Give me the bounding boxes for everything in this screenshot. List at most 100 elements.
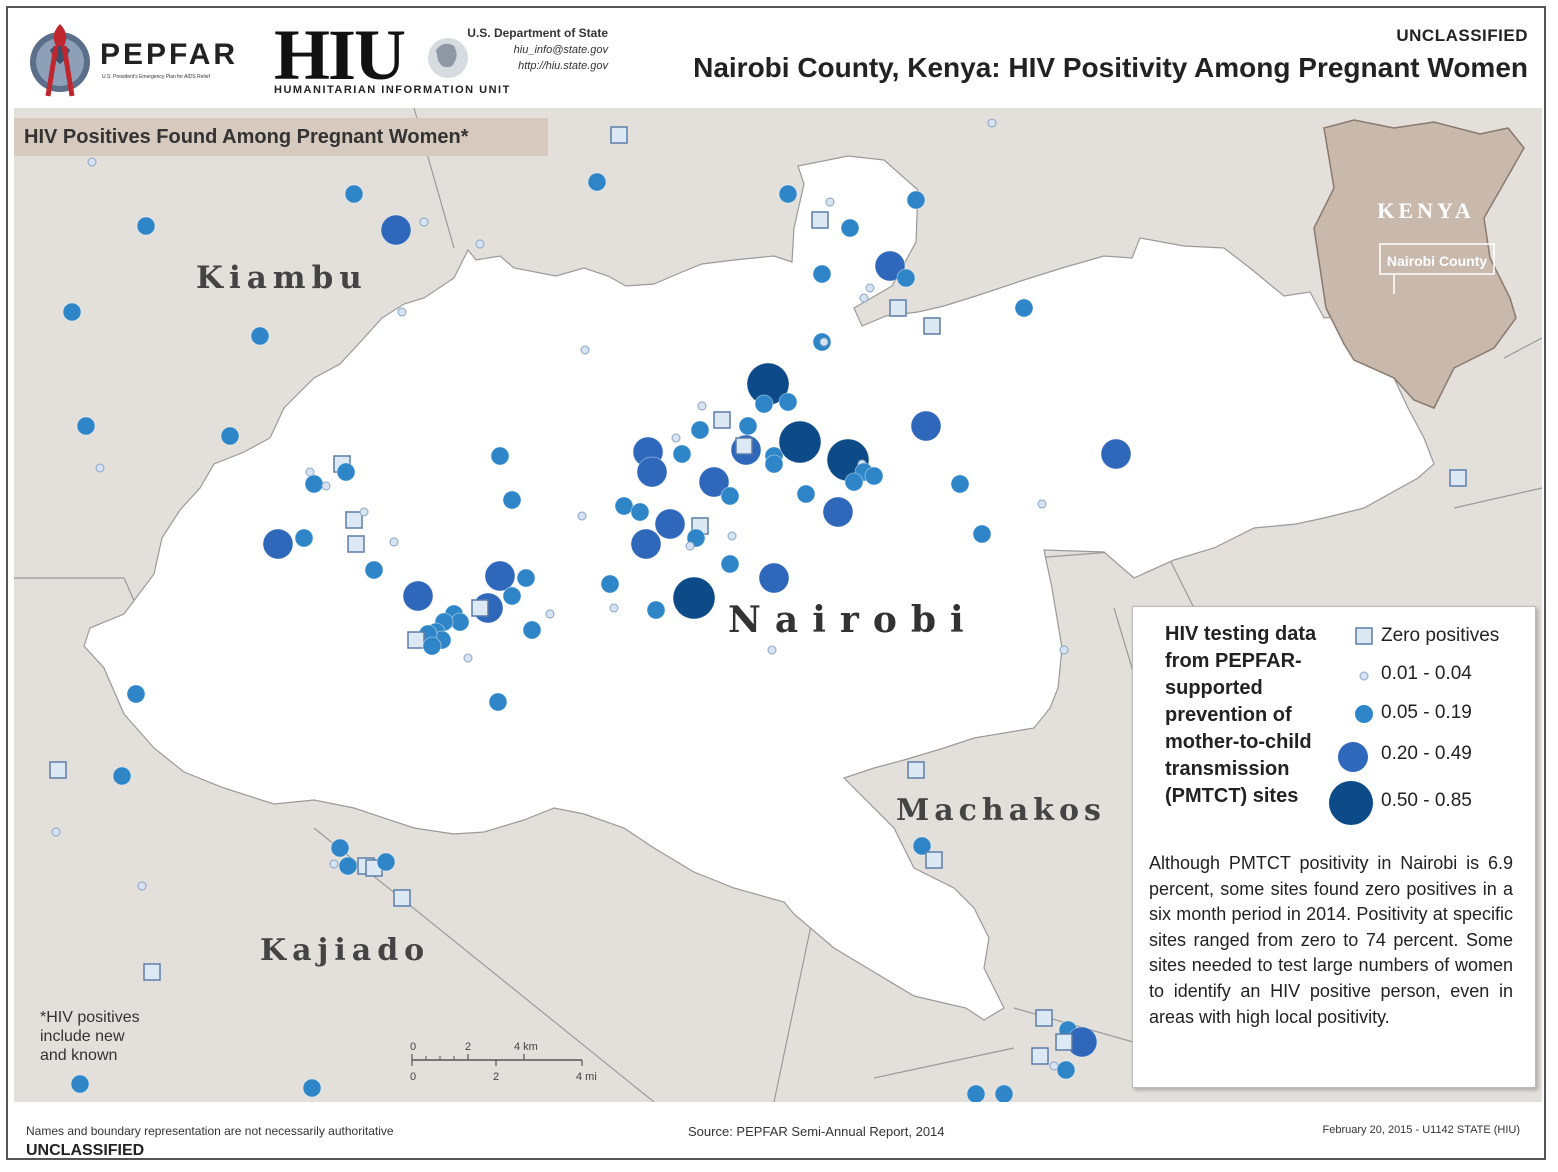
mid-positivity-site bbox=[302, 1078, 322, 1098]
mid-positivity-site bbox=[844, 472, 864, 492]
footer-classification: UNCLASSIFIED bbox=[26, 1142, 145, 1159]
scale-mi-0: 0 bbox=[410, 1071, 416, 1083]
pepfar-name: PEPFAR bbox=[100, 38, 239, 71]
mid-positivity-site bbox=[502, 490, 522, 510]
low-positivity-site bbox=[137, 881, 147, 891]
inset-country-label: KENYA bbox=[1377, 198, 1474, 223]
mid-positivity-site bbox=[966, 1084, 986, 1102]
inset-county-label: Nairobi County bbox=[1387, 253, 1488, 269]
mid-positivity-site bbox=[720, 554, 740, 574]
low-positivity-site bbox=[419, 217, 429, 227]
legend-title-line-1: HIV testing data bbox=[1165, 623, 1317, 645]
map-frame: PEPFAR U.S. President's Emergency Plan f… bbox=[6, 6, 1546, 1160]
globe-icon bbox=[428, 38, 468, 78]
footer-disclaimer: Names and boundary representation are no… bbox=[26, 1124, 394, 1138]
mid-positivity-site bbox=[522, 620, 542, 640]
low-positivity-site bbox=[51, 827, 61, 837]
mid-positivity-site bbox=[614, 496, 634, 516]
kiambu-label: Kiambu bbox=[196, 260, 368, 296]
mid-positivity-site bbox=[738, 416, 758, 436]
mid-positivity-site bbox=[76, 416, 96, 436]
dos-email[interactable]: hiu_info@state.gov bbox=[513, 44, 608, 56]
legend-top-icon bbox=[1329, 781, 1373, 825]
footer-source: Source: PEPFAR Semi-Annual Report, 2014 bbox=[688, 1124, 945, 1139]
high-positivity-site bbox=[758, 562, 790, 594]
hiu-subtitle: HUMANITARIAN INFORMATION UNIT bbox=[274, 84, 511, 96]
low-positivity-site bbox=[545, 609, 555, 619]
pmtct-sites bbox=[49, 118, 1467, 1102]
high-positivity-site bbox=[636, 456, 668, 488]
mid-positivity-site bbox=[720, 486, 740, 506]
legend-title-line-5: mother-to-child bbox=[1165, 731, 1312, 753]
nairobi-label: Nairobi bbox=[728, 599, 978, 641]
high-positivity-site bbox=[910, 410, 942, 442]
mid-positivity-site bbox=[812, 264, 832, 284]
mid-positivity-site bbox=[972, 524, 992, 544]
legend-mid-label: 0.05 - 0.19 bbox=[1381, 702, 1472, 723]
high-positivity-site bbox=[1100, 438, 1132, 470]
mid-positivity-site bbox=[62, 302, 82, 322]
legend-low-icon bbox=[1359, 671, 1369, 681]
zero-positive-site bbox=[907, 761, 925, 779]
zero-positive-site bbox=[471, 599, 489, 617]
high-positivity-site bbox=[262, 528, 294, 560]
legend-title-line-3: supported bbox=[1165, 677, 1263, 699]
mid-positivity-site bbox=[330, 838, 350, 858]
zero-positive-site bbox=[1055, 1033, 1073, 1051]
mid-positivity-site bbox=[864, 466, 884, 486]
top-positivity-site bbox=[672, 576, 716, 620]
mid-positivity-site bbox=[336, 462, 356, 482]
high-positivity-site bbox=[630, 528, 662, 560]
mid-positivity-site bbox=[950, 474, 970, 494]
zero-positive-site bbox=[811, 211, 829, 229]
dos-url[interactable]: http://hiu.state.gov bbox=[518, 60, 608, 72]
mid-positivity-site bbox=[994, 1084, 1014, 1102]
scale-mi-4: 4 mi bbox=[576, 1071, 597, 1083]
high-positivity-site bbox=[654, 508, 686, 540]
high-positivity-site bbox=[380, 214, 412, 246]
mid-positivity-site bbox=[70, 1074, 90, 1094]
zero-positive-site bbox=[610, 126, 628, 144]
mid-positivity-site bbox=[450, 612, 470, 632]
mid-positivity-site bbox=[796, 484, 816, 504]
mid-positivity-site bbox=[304, 474, 324, 494]
low-positivity-site bbox=[767, 645, 777, 655]
zero-positive-site bbox=[393, 889, 411, 907]
low-positivity-site bbox=[95, 463, 105, 473]
low-positivity-site bbox=[87, 157, 97, 167]
mid-positivity-site bbox=[338, 856, 358, 876]
mid-positivity-site bbox=[136, 216, 156, 236]
mid-positivity-site bbox=[630, 502, 650, 522]
top-positivity-site bbox=[778, 420, 822, 464]
kajiado-label: Kajiado bbox=[260, 933, 430, 968]
mid-positivity-site bbox=[344, 184, 364, 204]
mid-positivity-site bbox=[778, 392, 798, 412]
mid-positivity-site bbox=[364, 560, 384, 580]
mid-positivity-site bbox=[600, 574, 620, 594]
legend-title-line-7: (PMTCT) sites bbox=[1165, 785, 1299, 807]
scale-km-4: 4 km bbox=[514, 1041, 538, 1053]
mid-positivity-site bbox=[220, 426, 240, 446]
mid-positivity-site bbox=[422, 636, 442, 656]
zero-positive-site bbox=[143, 963, 161, 981]
mid-positivity-site bbox=[502, 586, 522, 606]
zero-positive-site bbox=[49, 761, 67, 779]
low-positivity-site bbox=[321, 481, 331, 491]
mid-positivity-site bbox=[912, 836, 932, 856]
high-positivity-site bbox=[874, 250, 906, 282]
low-positivity-site bbox=[359, 507, 369, 517]
zero-positive-site bbox=[925, 851, 943, 869]
low-positivity-site bbox=[859, 293, 869, 303]
footnote: *HIV positives include new and known bbox=[40, 1009, 144, 1064]
legend-title-line-2: from PEPFAR- bbox=[1165, 650, 1302, 672]
mid-positivity-site bbox=[778, 184, 798, 204]
mid-positivity-site bbox=[690, 420, 710, 440]
map-title: Nairobi County, Kenya: HIV Positivity Am… bbox=[693, 52, 1528, 83]
low-positivity-site bbox=[865, 283, 875, 293]
low-positivity-site bbox=[1059, 645, 1069, 655]
low-positivity-site bbox=[671, 433, 681, 443]
low-positivity-site bbox=[819, 337, 829, 347]
low-positivity-site bbox=[1037, 499, 1047, 509]
high-positivity-site bbox=[698, 466, 730, 498]
zero-positive-site bbox=[1035, 1009, 1053, 1027]
